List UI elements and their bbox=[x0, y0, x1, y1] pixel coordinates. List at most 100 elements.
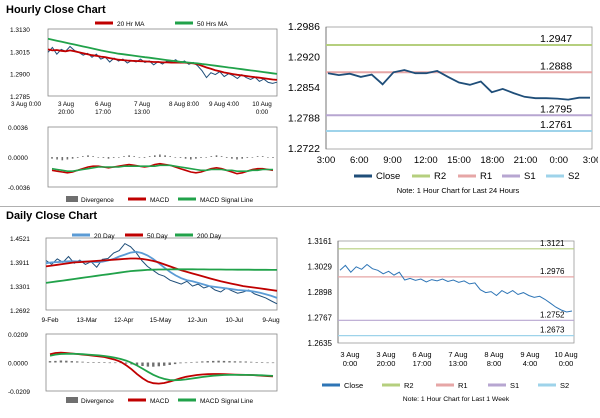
x-tick-label: 10 Aug bbox=[554, 350, 577, 359]
x-tick-label: 15:00 bbox=[447, 155, 471, 166]
divergence-bar bbox=[71, 157, 74, 159]
y-tick-label: 1.2854 bbox=[288, 82, 320, 94]
divergence-bar bbox=[76, 361, 79, 363]
divergence-bar bbox=[59, 360, 63, 363]
x-tick-label: 3 Aug bbox=[58, 101, 75, 108]
divergence-bar bbox=[271, 362, 275, 364]
divergence-bar bbox=[159, 154, 161, 157]
divergence-bar bbox=[233, 361, 237, 363]
divergence-bar bbox=[87, 155, 89, 157]
divergence-bar bbox=[241, 157, 243, 159]
divergence-bar bbox=[124, 362, 128, 364]
divergence-bar bbox=[56, 157, 58, 160]
y-tick-label: 0.0000 bbox=[8, 155, 28, 162]
divergence-bar bbox=[272, 157, 274, 158]
divergence-bar bbox=[51, 157, 53, 159]
chart-note: Note: 1 Hour Chart for Last 24 Hours bbox=[397, 186, 520, 195]
divergence-bar bbox=[239, 361, 242, 363]
x-tick-label: 10 Aug bbox=[252, 101, 272, 108]
x-tick-label: 13:00 bbox=[449, 359, 468, 368]
divergence-bar bbox=[123, 156, 125, 157]
x-tick-label: 6:00 bbox=[350, 155, 369, 166]
divergence-bar bbox=[143, 157, 146, 158]
y-tick-label: 1.2898 bbox=[308, 288, 333, 297]
x-tick-label: 6 Aug bbox=[95, 101, 112, 108]
signal-line bbox=[51, 164, 273, 173]
legend-label: Divergence bbox=[81, 398, 114, 405]
legend-label: Close bbox=[376, 171, 400, 182]
hourly-macd-chart: 0.0036 0.0000 -0.0036 Divergence MACD MACD Si… bbox=[0, 120, 282, 204]
divergence-bar bbox=[212, 360, 215, 363]
x-tick-label: 8 Aug 8:00 bbox=[169, 101, 200, 108]
divergence-bar bbox=[76, 157, 79, 158]
hourly-section-title: Hourly Close Chart bbox=[6, 4, 106, 16]
plot-frame bbox=[45, 237, 278, 311]
legend-label: 50 Day bbox=[147, 233, 168, 240]
x-tick-label: 9:00 bbox=[383, 155, 402, 166]
divergence-bar bbox=[190, 362, 193, 363]
divergence-bar bbox=[231, 157, 233, 159]
x-tick-label: 15-May bbox=[150, 317, 172, 324]
hourly-price-chart: 1.3130 1.3015 1.2900 1.2785 20 Hr MA 50 Hrs M… bbox=[0, 17, 282, 120]
x-tick-label: 9 Aug 4:00 bbox=[209, 101, 240, 108]
divergence-bar bbox=[222, 360, 226, 363]
divergence-bar bbox=[163, 362, 166, 366]
x-tick-label: 6 Aug bbox=[412, 350, 431, 359]
x-tick-label: 9-Feb bbox=[42, 317, 59, 324]
y-tick-label: 0.0036 bbox=[8, 125, 28, 132]
x-tick-label: 0:00 bbox=[256, 109, 269, 116]
x-tick-label: 0:00 bbox=[343, 359, 358, 368]
divergence-bar bbox=[114, 362, 117, 364]
legend-label: R1 bbox=[480, 171, 492, 182]
plot-frame bbox=[337, 240, 575, 344]
y-tick-label: 1.2692 bbox=[10, 308, 30, 315]
divergence-bar bbox=[86, 362, 90, 363]
divergence-bar bbox=[97, 157, 100, 158]
y-tick-label: 1.3301 bbox=[10, 284, 30, 291]
divergence-bar bbox=[210, 156, 213, 157]
divergence-bar bbox=[66, 157, 69, 160]
y-tick-label: 1.2788 bbox=[288, 113, 320, 125]
x-tick-label: 3 Aug bbox=[376, 350, 395, 359]
x-tick-label: 12:00 bbox=[414, 155, 438, 166]
divergence-bar bbox=[164, 155, 166, 157]
x-tick-label: 18:00 bbox=[480, 155, 504, 166]
close-line bbox=[327, 69, 590, 101]
divergence-bar bbox=[250, 361, 253, 363]
level-label-s1: 1.2752 bbox=[540, 310, 565, 319]
divergence-bar bbox=[135, 362, 139, 366]
legend-label: 20 Hr MA bbox=[117, 21, 145, 28]
divergence-bar bbox=[173, 362, 177, 365]
level-label-s2: 1.2761 bbox=[540, 119, 572, 131]
divergence-bar bbox=[118, 157, 120, 158]
x-tick-label: 8 Aug bbox=[484, 350, 503, 359]
x-tick-label: 3 Aug bbox=[340, 350, 359, 359]
divergence-bar bbox=[255, 362, 258, 363]
x-tick-label: 20:00 bbox=[58, 109, 74, 116]
divergence-bar bbox=[251, 157, 254, 158]
legend-label: S2 bbox=[568, 171, 580, 182]
y-tick-label: 1.2767 bbox=[308, 313, 333, 322]
divergence-bar bbox=[152, 362, 155, 367]
daily-price-chart: 1.4521 1.3911 1.3301 1.2692 20 Day 50 Day 200 … bbox=[0, 228, 282, 329]
divergence-bar bbox=[108, 362, 111, 364]
x-tick-label: 13:00 bbox=[134, 109, 150, 116]
divergence-bar bbox=[195, 361, 199, 363]
plot-frame bbox=[45, 333, 278, 392]
divergence-bar bbox=[220, 156, 223, 157]
x-tick-label: 0:00 bbox=[550, 155, 569, 166]
y-tick-label: 1.3029 bbox=[308, 263, 333, 272]
divergence-bar bbox=[70, 361, 73, 363]
plot-frame bbox=[47, 28, 278, 97]
close-line bbox=[339, 263, 573, 313]
divergence-bar bbox=[179, 157, 182, 158]
divergence-bar bbox=[128, 155, 130, 157]
divergence-bar bbox=[225, 157, 228, 158]
divergence-bar bbox=[217, 360, 220, 363]
level-label-r2: 1.3121 bbox=[540, 239, 565, 248]
divergence-bar bbox=[168, 362, 171, 365]
divergence-bar bbox=[206, 361, 209, 363]
divergence-bar bbox=[154, 155, 156, 157]
divergence-bar bbox=[174, 157, 177, 158]
x-tick-label: 7 Aug bbox=[448, 350, 467, 359]
